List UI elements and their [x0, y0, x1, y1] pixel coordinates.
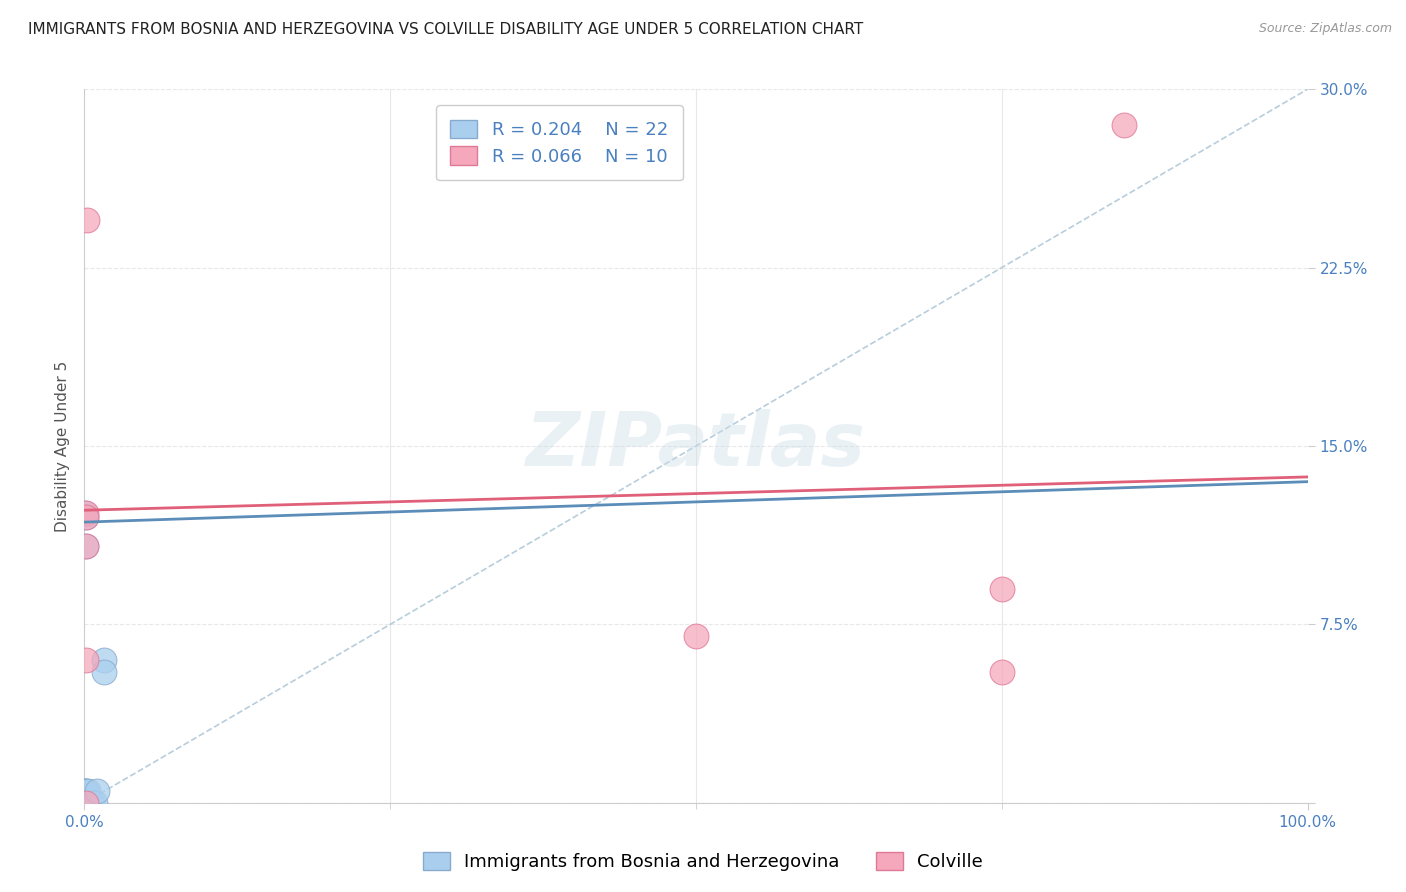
Point: [76, 213, 98, 227]
Point: [75, 510, 97, 524]
Point: [75, 506, 97, 520]
Point: [84, 796, 107, 810]
Point: [93, 653, 115, 667]
Point: [75, 796, 97, 810]
Point: [75, 653, 97, 667]
Point: [75, 796, 97, 810]
Y-axis label: Disability Age Under 5: Disability Age Under 5: [55, 360, 70, 532]
Point: [86, 784, 108, 798]
Point: [93, 665, 115, 679]
Point: [75, 796, 97, 810]
Text: IMMIGRANTS FROM BOSNIA AND HERZEGOVINA VS COLVILLE DISABILITY AGE UNDER 5 CORREL: IMMIGRANTS FROM BOSNIA AND HERZEGOVINA V…: [28, 22, 863, 37]
Point: [75, 510, 97, 524]
Point: [77, 784, 100, 798]
Point: [75, 784, 97, 798]
Point: [75, 796, 97, 810]
Text: ZIPatlas: ZIPatlas: [526, 409, 866, 483]
Point: [75, 539, 97, 553]
Point: [75, 784, 97, 798]
Point: [80, 796, 103, 810]
Point: [75, 796, 97, 810]
Legend: Immigrants from Bosnia and Herzegovina, Colville: Immigrants from Bosnia and Herzegovina, …: [416, 845, 990, 879]
Point: [991, 582, 1014, 596]
Point: [685, 629, 707, 643]
Point: [75, 539, 97, 553]
Point: [75, 506, 97, 520]
Point: [73, 796, 96, 810]
Point: [1114, 118, 1136, 132]
Point: [75, 796, 97, 810]
Point: [75, 796, 97, 810]
Point: [75, 796, 97, 810]
Point: [75, 796, 97, 810]
Point: [991, 665, 1014, 679]
Text: Source: ZipAtlas.com: Source: ZipAtlas.com: [1258, 22, 1392, 36]
Legend: R = 0.204    N = 22, R = 0.066    N = 10: R = 0.204 N = 22, R = 0.066 N = 10: [436, 105, 682, 180]
Point: [75, 796, 97, 810]
Point: [73, 784, 96, 798]
